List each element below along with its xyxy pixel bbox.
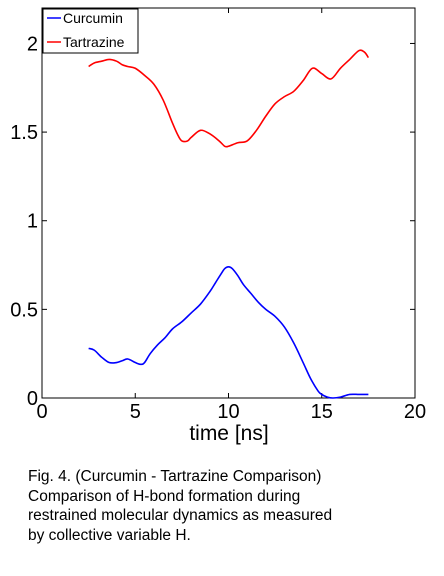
x-tick-label: 20	[404, 401, 426, 423]
x-tick-label: 15	[311, 401, 333, 423]
y-tick-label: 1.5	[10, 122, 38, 144]
legend-label-tartrazine: Tartrazine	[63, 34, 125, 50]
y-tick-label: 0.5	[10, 299, 38, 321]
legend: Curcumin Tartrazine	[42, 8, 139, 54]
caption-line: restrained molecular dynamics as measure…	[28, 507, 333, 524]
y-tick-label: 2	[27, 33, 38, 55]
y-tick-label: 0	[27, 388, 38, 410]
x-tick-label: 0	[36, 401, 47, 423]
x-axis-title: time [ns]	[189, 422, 268, 445]
figure-caption: Fig. 4. (Curcumin - Tartrazine Compariso…	[28, 467, 428, 545]
series-line-curcumin	[88, 266, 369, 399]
x-tick-label: 5	[130, 401, 141, 423]
series-layer	[88, 49, 370, 399]
y-tick-label: 1	[27, 211, 38, 233]
legend-label-curcumin: Curcumin	[63, 10, 123, 26]
series-line-tartrazine	[88, 49, 370, 148]
tick-labels: 0 5 10 15 20 0 0.5 1 1.5 2	[10, 33, 426, 423]
caption-line: Comparison of H-bond formation during	[28, 487, 301, 505]
caption-line: Fig. 4. (Curcumin - Tartrazine Compariso…	[28, 468, 322, 485]
line-chart: 0 5 10 15 20 0 0.5 1 1.5 2 time [ns] Curcumin Tar…	[10, 7, 426, 445]
legend-box	[42, 8, 139, 54]
axis-ticks	[41, 8, 416, 399]
caption-line: by collective variable H.	[28, 526, 191, 544]
x-tick-label: 10	[217, 401, 239, 423]
plot-area-frame	[41, 7, 416, 399]
